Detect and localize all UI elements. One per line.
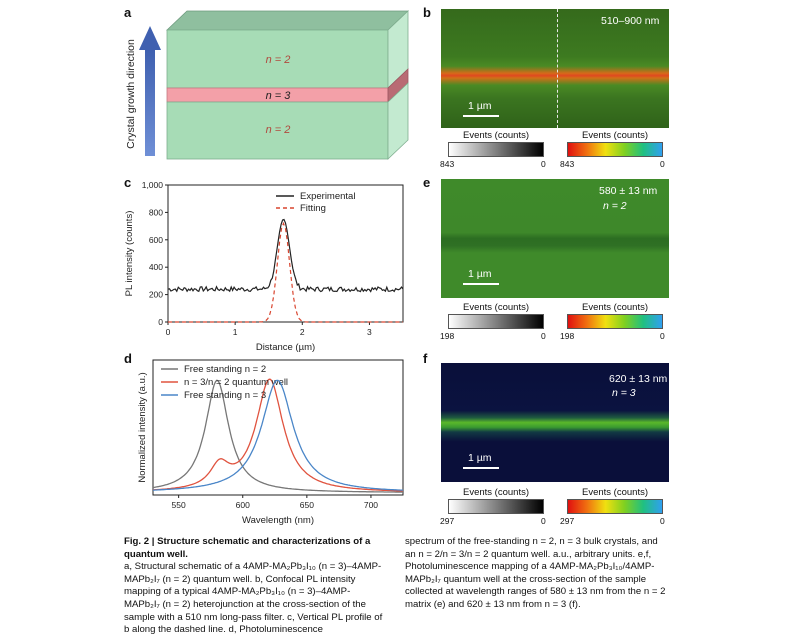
map-b-wavelength: 510–900 nm bbox=[601, 15, 660, 27]
map-e-wavelength: 580 ± 13 nm bbox=[599, 185, 658, 197]
chart-c-ytick-label: 1,000 bbox=[142, 180, 164, 190]
cb-e-gray-min: 198 bbox=[440, 331, 455, 341]
cb-b-gray-min: 843 bbox=[440, 159, 455, 169]
cb-f-color-title: Events (counts) bbox=[582, 487, 648, 498]
chart-d-xtick-label: 700 bbox=[364, 500, 378, 510]
chart-d-legend-label: Free standing n = 3 bbox=[184, 390, 266, 401]
chart-c-ytick-label: 0 bbox=[158, 317, 163, 327]
cb-e-color-max: 0 bbox=[660, 331, 665, 341]
chart-d-legend-label: n = 3/n = 2 quantum well bbox=[184, 377, 288, 388]
growth-direction-label: Crystal growth direction bbox=[125, 39, 137, 149]
cb-e-gray-max: 0 bbox=[541, 331, 546, 341]
cb-b-color-max: 0 bbox=[660, 159, 665, 169]
cb-f-color-max: 0 bbox=[660, 516, 665, 526]
cb-f-gray-title: Events (counts) bbox=[463, 487, 529, 498]
map-b-scale-label: 1 µm bbox=[468, 100, 492, 112]
map-f-subtitle: n = 3 bbox=[612, 387, 636, 399]
chart-c-ytick-label: 200 bbox=[149, 290, 163, 300]
caption-title: Fig. 2 | Structure schematic and charact… bbox=[124, 536, 371, 560]
cb-e-gray-title: Events (counts) bbox=[463, 302, 529, 313]
cb-b-color-min: 843 bbox=[560, 159, 575, 169]
chart-c-ytick-label: 600 bbox=[149, 235, 163, 245]
panel-label-c: c bbox=[124, 175, 132, 190]
pl-map-e: 580 ± 13 nm n = 2 1 µm bbox=[441, 179, 669, 298]
map-b-scale-bar bbox=[463, 115, 499, 117]
map-e-scale-label: 1 µm bbox=[468, 268, 492, 280]
panel-label-f: f bbox=[423, 351, 428, 366]
layer-label-top: n = 2 bbox=[266, 54, 291, 66]
cb-f-gray-min: 297 bbox=[440, 516, 455, 526]
chart-c-xtick-label: 3 bbox=[367, 327, 372, 337]
panel-label-b: b bbox=[423, 5, 431, 20]
panel-label-e: e bbox=[423, 175, 431, 190]
chart-d-xtick-label: 550 bbox=[172, 500, 186, 510]
caption-left: Fig. 2 | Structure schematic and charact… bbox=[124, 536, 386, 637]
layer-lower-n2 bbox=[166, 101, 389, 160]
cb-f-color-min: 297 bbox=[560, 516, 575, 526]
chart-c-legend-label: Fitting bbox=[300, 203, 326, 214]
quantum-well-schematic: n = 2 n = 3 n = 2 Crystal growth directi… bbox=[125, 10, 410, 160]
pl-map-f: 620 ± 13 nm n = 3 1 µm bbox=[441, 363, 669, 482]
chart-c-xtick-label: 2 bbox=[300, 327, 305, 337]
layer-label-bottom: n = 2 bbox=[266, 124, 291, 136]
chart-d-series-free-standing-n3 bbox=[153, 379, 404, 491]
cb-f-gray bbox=[448, 499, 544, 514]
cb-b-color-title: Events (counts) bbox=[582, 130, 648, 141]
chart-d-series-free-standing-n2 bbox=[152, 379, 403, 493]
chart-c-ytick-label: 400 bbox=[149, 262, 163, 272]
caption-left-body: a, Structural schematic of a 4AMP-MA₂Pb₃… bbox=[124, 561, 383, 636]
layer-lower-n2-side bbox=[387, 82, 409, 160]
cb-b-gray bbox=[448, 142, 544, 157]
chart-c-series-experimental bbox=[167, 218, 404, 293]
cb-b-color bbox=[567, 142, 663, 157]
chart-d-frame bbox=[152, 359, 404, 496]
panel-label-a: a bbox=[124, 5, 132, 20]
chart-d: 550 600 650 700 Wavelength (nm) Normalized in… bbox=[137, 359, 404, 526]
chart-c-legend-label: Experimental bbox=[300, 191, 355, 202]
chart-d-xtick-label: 650 bbox=[300, 500, 314, 510]
layer-label-middle: n = 3 bbox=[266, 90, 292, 102]
block-top-face bbox=[165, 10, 410, 31]
chart-d-xtick-label: 600 bbox=[236, 500, 250, 510]
chart-c-ylabel: PL intensity (counts) bbox=[124, 211, 135, 297]
cb-e-color-min: 198 bbox=[560, 331, 575, 341]
map-f-scale-label: 1 µm bbox=[468, 452, 492, 464]
cb-f-gray-max: 0 bbox=[541, 516, 546, 526]
cb-e-color-title: Events (counts) bbox=[582, 302, 648, 313]
chart-d-ylabel: Normalized intensity (a.u.) bbox=[137, 372, 148, 482]
map-f-scale-bar bbox=[463, 467, 499, 469]
pl-map-b: 510–900 nm 1 µm bbox=[441, 9, 669, 128]
chart-c-series-fitting bbox=[168, 221, 403, 323]
chart-d-xlabel: Wavelength (nm) bbox=[242, 515, 314, 526]
panel-label-d: d bbox=[124, 351, 132, 366]
chart-c-xtick-label: 1 bbox=[233, 327, 238, 337]
chart-c-xtick-label: 0 bbox=[166, 327, 171, 337]
map-f-wavelength: 620 ± 13 nm bbox=[609, 373, 668, 385]
cb-e-color bbox=[567, 314, 663, 329]
chart-d-legend-label: Free standing n = 2 bbox=[184, 364, 266, 375]
cb-e-gray bbox=[448, 314, 544, 329]
chart-c-ytick-label: 800 bbox=[149, 207, 163, 217]
cb-f-color bbox=[567, 499, 663, 514]
chart-c-frame bbox=[167, 184, 404, 323]
caption-right: spectrum of the free-standing n = 2, n =… bbox=[405, 536, 666, 610]
growth-arrow-shaft bbox=[145, 50, 155, 156]
chart-c-xlabel: Distance (µm) bbox=[256, 342, 315, 353]
chart-d-series-quantum-well bbox=[153, 378, 403, 492]
map-e-subtitle: n = 2 bbox=[603, 200, 627, 212]
chart-c: 0 200 400 600 800 1,000 0 1 2 3 Distance (µm) PL in… bbox=[124, 180, 404, 353]
map-e-scale-bar bbox=[463, 283, 499, 285]
profile-dashed-line bbox=[557, 9, 558, 128]
cb-b-gray-max: 0 bbox=[541, 159, 546, 169]
growth-arrow-head bbox=[139, 26, 161, 50]
cb-b-gray-title: Events (counts) bbox=[463, 130, 529, 141]
